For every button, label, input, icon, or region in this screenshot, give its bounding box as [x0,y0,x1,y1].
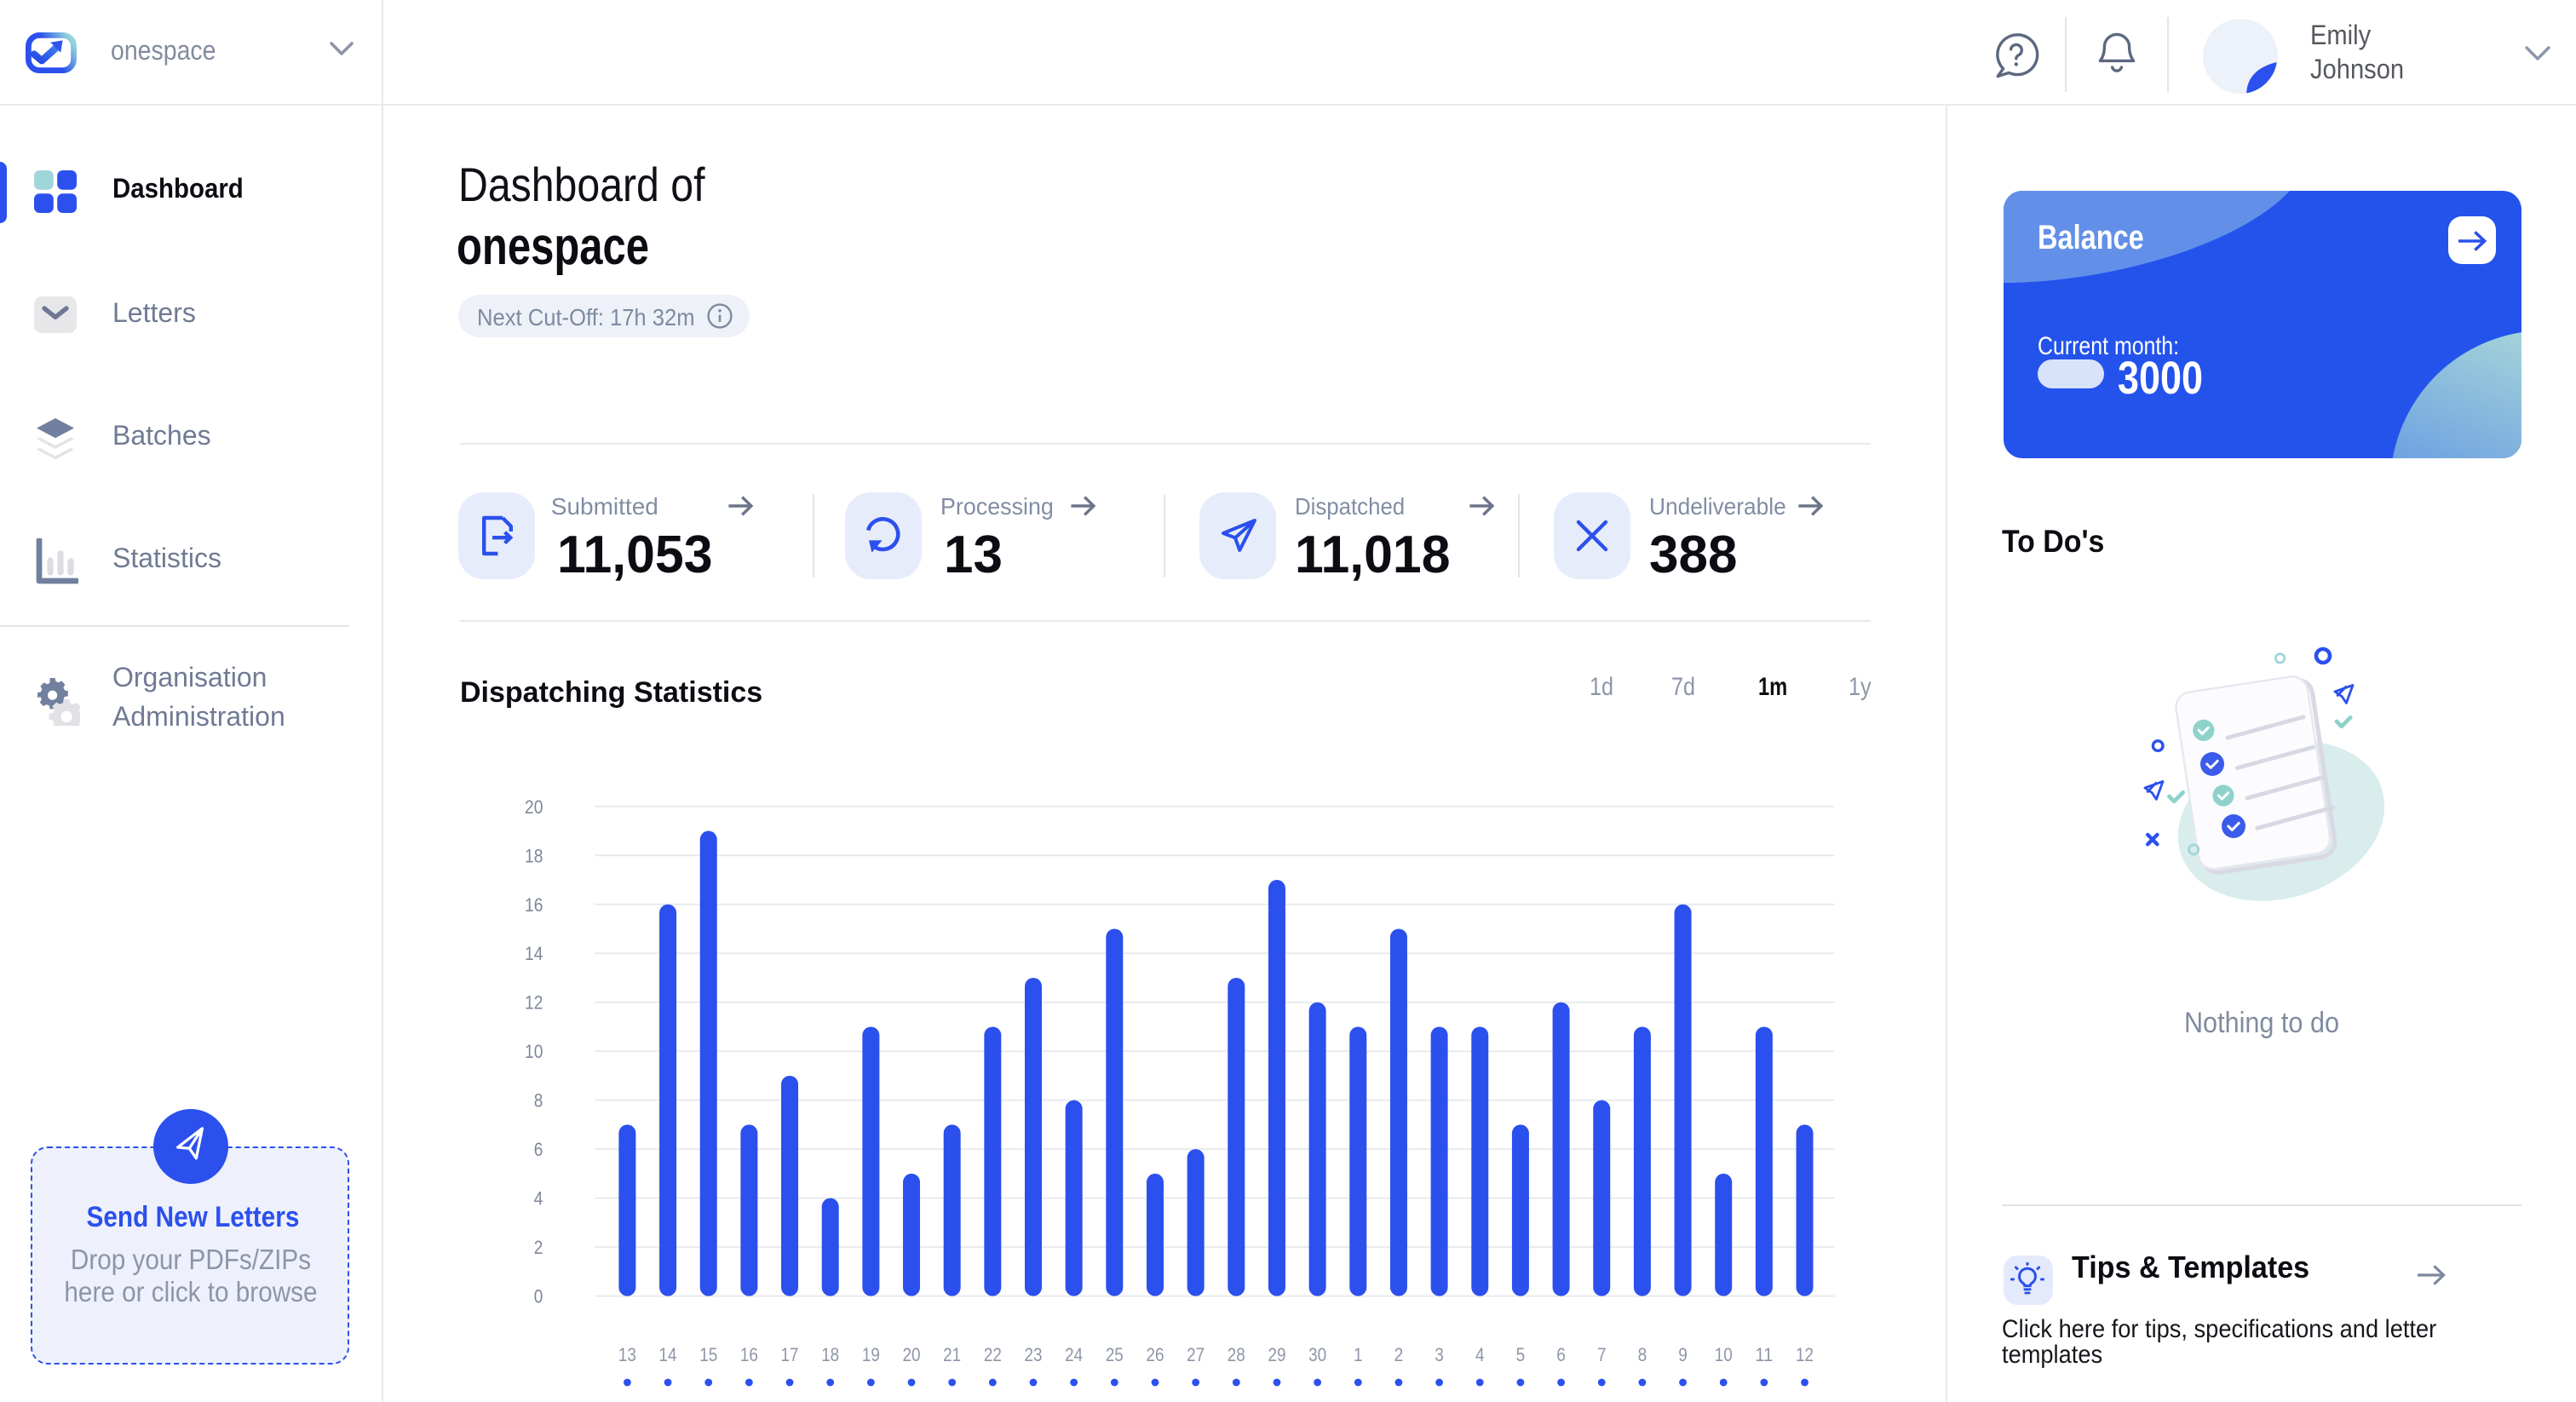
svg-text:14: 14 [525,943,543,964]
svg-text:10: 10 [525,1041,543,1062]
svg-text:8: 8 [534,1090,543,1112]
svg-text:27: 27 [1187,1344,1205,1365]
svg-text:18: 18 [525,845,543,866]
svg-text:17: 17 [781,1344,799,1365]
svg-text:19: 19 [862,1344,880,1365]
svg-text:1: 1 [1354,1344,1363,1365]
svg-text:7: 7 [1597,1344,1607,1365]
svg-text:0: 0 [534,1286,543,1307]
svg-text:11: 11 [1755,1344,1773,1365]
svg-text:15: 15 [699,1344,717,1365]
svg-text:4: 4 [534,1188,543,1210]
svg-text:23: 23 [1025,1344,1043,1365]
svg-text:10: 10 [1715,1344,1733,1365]
svg-text:2: 2 [534,1237,543,1258]
svg-text:30: 30 [1308,1344,1326,1365]
svg-text:24: 24 [1065,1344,1083,1365]
svg-text:18: 18 [821,1344,839,1365]
svg-text:6: 6 [1556,1344,1566,1365]
svg-text:16: 16 [740,1344,758,1365]
svg-text:13: 13 [618,1344,636,1365]
svg-text:6: 6 [534,1139,543,1160]
svg-text:14: 14 [659,1344,677,1365]
svg-text:4: 4 [1475,1344,1485,1365]
svg-text:28: 28 [1228,1344,1245,1365]
svg-text:21: 21 [943,1344,961,1365]
svg-text:2: 2 [1394,1344,1404,1365]
svg-text:9: 9 [1678,1344,1688,1365]
svg-text:12: 12 [1796,1344,1814,1365]
svg-text:29: 29 [1268,1344,1285,1365]
svg-text:26: 26 [1146,1344,1164,1365]
svg-text:16: 16 [525,894,543,916]
svg-text:8: 8 [1638,1344,1647,1365]
svg-text:22: 22 [984,1344,1002,1365]
svg-text:20: 20 [525,796,543,818]
svg-text:3: 3 [1435,1344,1444,1365]
svg-text:20: 20 [903,1344,921,1365]
svg-text:5: 5 [1516,1344,1526,1365]
svg-text:12: 12 [525,992,543,1014]
svg-text:25: 25 [1106,1344,1124,1365]
